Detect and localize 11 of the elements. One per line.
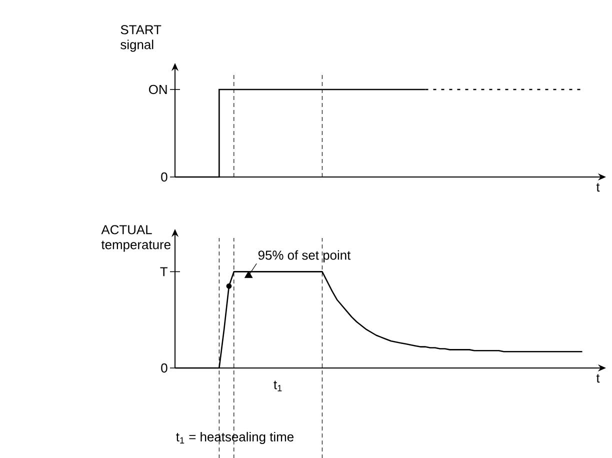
text: t$_{1}$	[274, 380, 282, 392]
text: 95% of set point	[258, 250, 351, 262]
text: 0	[161, 363, 168, 373]
y-axis-title: ACTUAL temperature	[101, 225, 170, 252]
y-axis-title: START signal	[120, 25, 162, 52]
text: T	[160, 267, 168, 276]
x-axis-title: t	[596, 183, 600, 192]
x-axis-title: t	[596, 374, 600, 383]
text: t$_{1}$ = heatsealing time	[176, 432, 294, 444]
text: 0	[161, 172, 168, 182]
text: ON	[148, 84, 167, 94]
